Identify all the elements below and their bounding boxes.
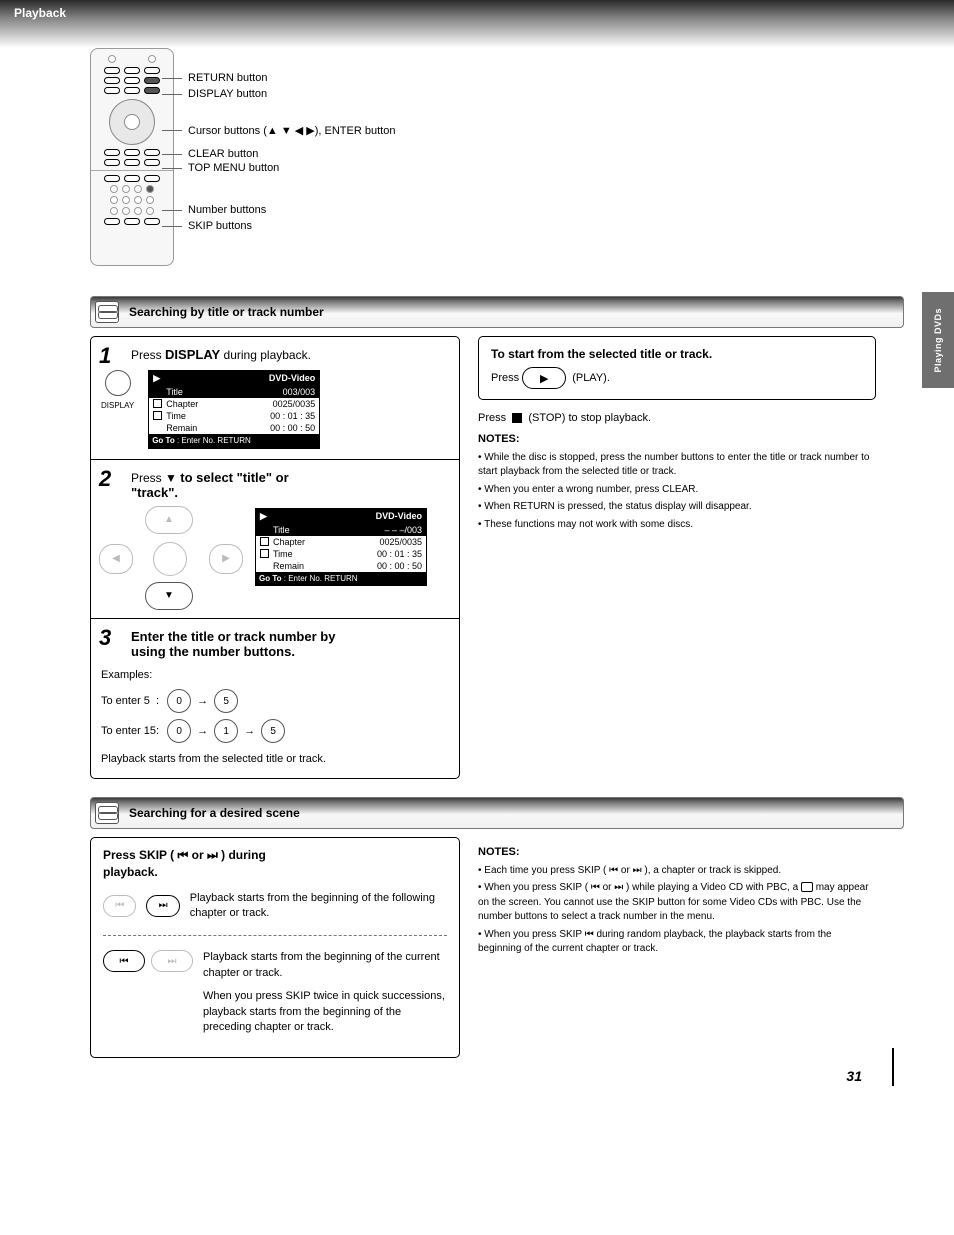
step3-ex-5: To enter 5 : and To enter 5 : 0→5 — [101, 689, 449, 713]
skip-forward-icon: ⏭ — [146, 895, 179, 917]
notes-block-1: NOTES: • While the disc is stopped, pres… — [478, 432, 876, 532]
step2-heading: Press ▼ to select "title" or"track". — [131, 470, 449, 500]
cassette-icon — [95, 301, 119, 323]
cassette-icon — [95, 802, 119, 824]
step-1: 1 Press DISPLAY during playback. DISPLAY… — [91, 337, 459, 460]
callout-number: Number buttons — [188, 204, 266, 216]
step3-note: Playback starts from the selected title … — [101, 751, 449, 768]
callout-topmenu: TOP MENU button — [188, 162, 279, 174]
section2-title: Searching for a desired scene — [129, 806, 300, 820]
remote-diagram: RETURN button DISPLAY button Cursor butt… — [90, 54, 904, 278]
step-box-1: 1 Press DISPLAY during playback. DISPLAY… — [90, 336, 460, 779]
stop-note: Press (STOP) to stop playback. — [478, 412, 876, 424]
page-number: 31 — [846, 1068, 862, 1084]
display-button-icon — [105, 370, 131, 396]
header-gradient: Playback — [0, 0, 954, 48]
dpad-icon: ▲ ◀ ▶ ▼ — [101, 508, 241, 608]
remote-body — [90, 48, 174, 266]
section-bar-title-search: Searching by title or track number — [90, 296, 904, 328]
step3-heading: Enter the title or track number byusing … — [131, 629, 449, 659]
callout-return: RETURN button — [188, 72, 267, 84]
step1-heading: Press DISPLAY during playback. — [131, 347, 449, 362]
play-button-icon: ▶ — [522, 367, 566, 389]
section1-title: Searching by title or track number — [129, 305, 324, 319]
resume-box: To start from the selected title or trac… — [478, 336, 876, 400]
skip-back-icon: ⏮ — [103, 950, 145, 972]
osd-display-2: ▶DVD-Video Title– – –/003 Chapter0025/00… — [255, 508, 427, 587]
callout-clear: CLEAR button — [188, 148, 258, 160]
osd-display-1: ▶DVD-Video Title003/003 Chapter0025/0035… — [148, 370, 320, 449]
display-button-label: DISPLAY — [101, 401, 134, 410]
callout-cursor: Cursor buttons (▲ ▼ ◀ ▶), ENTER button — [188, 124, 395, 137]
header-category: Playback — [14, 6, 66, 20]
resume-heading: To start from the selected title or trac… — [491, 347, 863, 361]
notes-block-2: NOTES: • Each time you press SKIP ( ⏮ or… — [478, 845, 876, 957]
skip-forward-ghost-icon: ⏭ — [151, 950, 193, 972]
skip-box: Press SKIP ( ⏮ or ⏭ ) during playback. ⏮… — [90, 837, 460, 1059]
step3-examples-label: Examples: — [101, 667, 449, 684]
skip-heading: Press SKIP ( ⏮ or ⏭ ) during — [103, 848, 447, 863]
skip-back-row: ⏮ ⏭ Playback starts from the beginning o… — [103, 950, 447, 1035]
step3-ex-15: To enter 15: 0→1→5 — [101, 719, 449, 743]
section-bar-scene-search: Searching for a desired scene — [90, 797, 904, 829]
callout-display: DISPLAY button — [188, 88, 267, 100]
page-rule — [892, 1048, 894, 1086]
skip-forward-row: ⏮ ⏭ Playback starts from the beginning o… — [103, 891, 447, 922]
callout-skip: SKIP buttons — [188, 220, 252, 232]
step-3: 3 Enter the title or track number byusin… — [91, 619, 459, 778]
skip-back-ghost-icon: ⏮ — [103, 895, 136, 917]
step-2: 2 Press ▼ to select "title" or"track". ▲… — [91, 460, 459, 619]
